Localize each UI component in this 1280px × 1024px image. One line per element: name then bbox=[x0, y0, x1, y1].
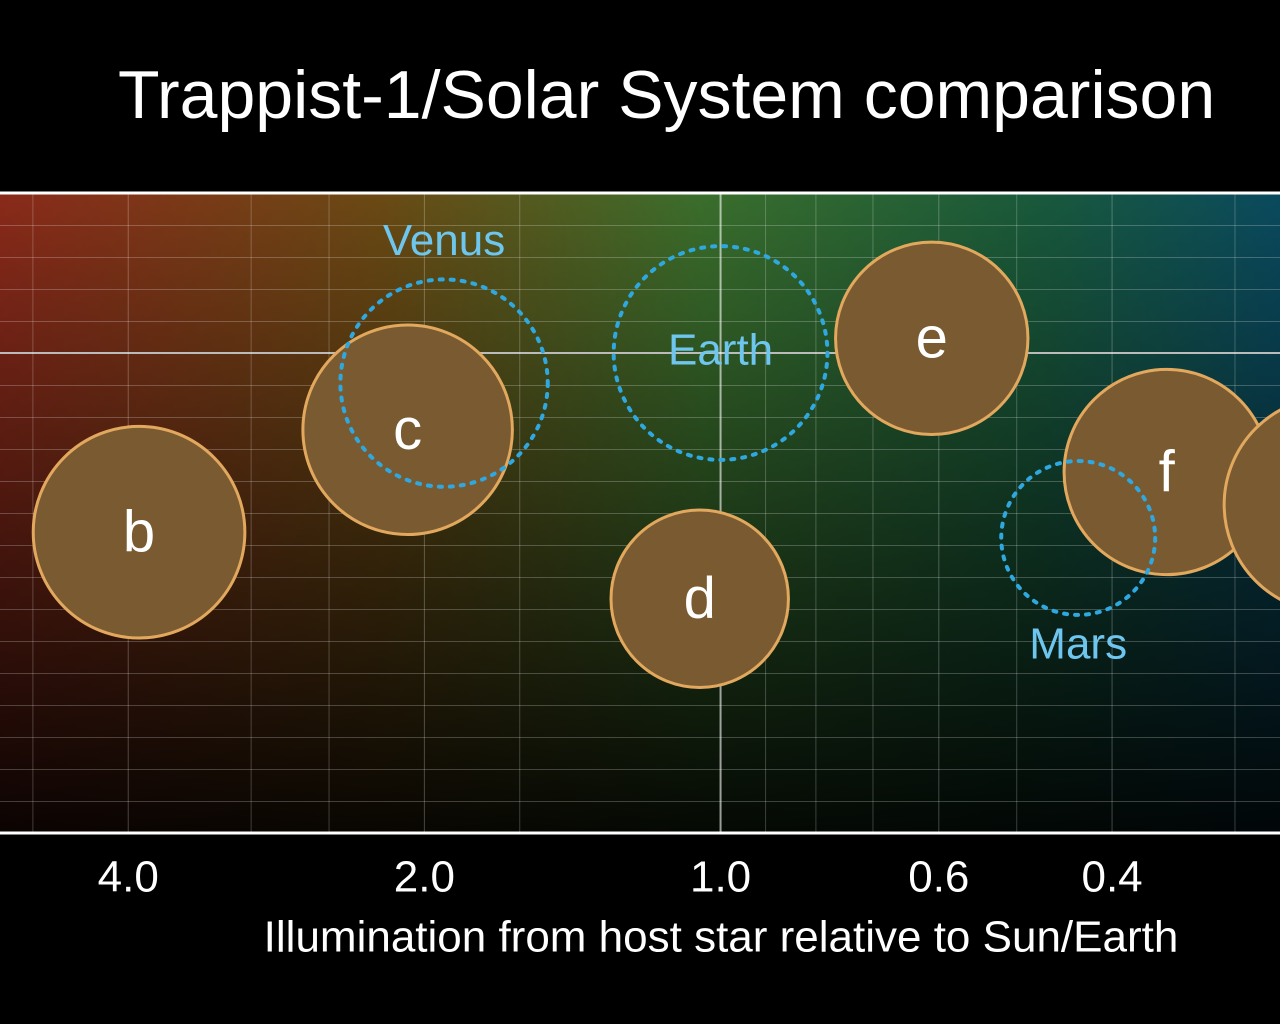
planet-label: f bbox=[1159, 439, 1176, 504]
planet-bubble bbox=[31, 424, 247, 640]
solar-planet-outline bbox=[999, 459, 1158, 617]
planet-bubble bbox=[609, 508, 790, 689]
solar-planet-outline bbox=[611, 244, 830, 462]
solar-planet-outline bbox=[338, 277, 550, 489]
x-tick-label: 2.0 bbox=[394, 853, 455, 902]
solar-planet-label: Earth bbox=[668, 326, 773, 375]
planet-bubble bbox=[1222, 408, 1280, 601]
x-tick-label: 0.6 bbox=[908, 853, 969, 902]
planet-label: c bbox=[393, 397, 422, 462]
x-axis-title: Illumination from host star relative to … bbox=[264, 913, 1179, 962]
x-tick-label: 1.0 bbox=[690, 853, 751, 902]
solar-planet-label: Venus bbox=[383, 216, 505, 265]
planet-label: e bbox=[916, 306, 948, 371]
chart-title: Trappist-1/Solar System comparison bbox=[118, 57, 1215, 133]
planet-bubble bbox=[301, 323, 514, 537]
solar-planet-label: Mars bbox=[1029, 620, 1127, 669]
marks: b c d e f Venus Earth Mars bbox=[31, 216, 1280, 689]
planet-label: d bbox=[684, 566, 716, 631]
planet-label: b bbox=[123, 500, 155, 565]
x-tick-label: 0.4 bbox=[1081, 853, 1142, 902]
planet-bubble bbox=[834, 240, 1030, 436]
x-tick-label: 4.0 bbox=[98, 853, 159, 902]
